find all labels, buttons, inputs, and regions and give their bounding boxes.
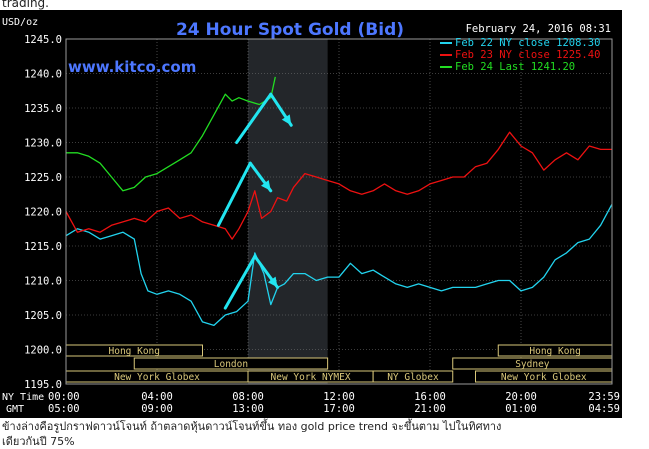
series-line-2 [65,131,612,240]
session-label: Sydney [515,359,550,370]
x-tick-label-ny: 12:00 [323,391,355,403]
annotation-arrow-head [281,114,292,126]
x-tick-label-gmt: 01:00 [505,403,537,415]
annotation-arrow [235,92,273,144]
watermark: www.kitco.com [68,58,196,76]
x-tick-label-ny: 20:00 [505,391,537,403]
x-tick-label-gmt: 21:00 [414,403,446,415]
x-tick-label-ny: 08:00 [232,391,264,403]
annotation-arrow-head [261,179,271,191]
caption-line-2: เดียวกันปี 75% [2,435,75,448]
chart-date: February 24, 2016 08:31 [466,23,611,35]
y-tick-label: 1225.0 [24,172,62,184]
y-tick-label: 1200.0 [24,345,62,357]
session-label: New York NYMEX [271,372,351,383]
session-band [133,357,329,370]
annotation-arrow-head [267,276,278,288]
page-top-text: trading. [2,0,49,10]
x-tick-label-gmt: 04:59 [588,403,620,415]
legend-entry: Feb 22 NY close 1208.30 [455,37,600,49]
x-tick-label-gmt: 17:00 [323,403,355,415]
x-tick-label-gmt: 09:00 [141,403,173,415]
plot-border [65,38,613,385]
session-label: New York Globex [501,372,587,383]
y-tick-label: 1240.0 [24,69,62,81]
x-tick-label-ny: 23:59 [588,391,620,403]
y-tick-label: 1210.0 [24,276,62,288]
session-label: New York Globex [114,372,200,383]
session-label: NY Globex [387,372,439,383]
x-tick-label-gmt: 05:00 [48,403,80,415]
x-row-label-ny: NY Time [2,392,44,403]
chart-title: 24 Hour Spot Gold (Bid) [176,20,404,40]
session-label: London [214,359,248,370]
y-tick-label: 1205.0 [24,310,62,322]
y-tick-label: 1230.0 [24,138,62,150]
y-tick-label: 1195.0 [24,379,62,391]
gold-chart-svg: Hong Kong London New York Globex New York N… [0,10,622,418]
annotation-arrow [223,254,257,310]
series-line-1 [65,204,613,327]
x-tick-label-ny: 16:00 [414,391,446,403]
session-label: Hong Kong [109,346,160,357]
x-row-label-gmt: GMT [6,404,24,415]
x-tick-label-ny: 00:00 [48,391,80,403]
y-axis-label: USD/oz [2,17,38,28]
y-tick-label: 1235.0 [24,103,62,115]
series-line-3 [66,76,276,192]
caption: ข้างล่างคือรูปกราฟดาวน์โจนท์ ถ้าตลาดหุ้น… [2,419,647,449]
gold-chart: Hong Kong London New York Globex New York N… [0,10,622,418]
y-tick-label: 1215.0 [24,241,62,253]
x-tick-label-ny: 04:00 [141,391,173,403]
legend-entry: Feb 24 Last 1241.20 [455,61,575,73]
session-band [372,370,454,383]
legend-entry: Feb 23 NY close 1225.40 [455,49,600,61]
y-tick-label: 1220.0 [24,207,62,219]
y-tick-label: 1245.0 [24,34,62,46]
annotation-arrow [216,161,252,227]
session-label: Hong Kong [529,346,580,357]
x-tick-label-gmt: 13:00 [232,403,264,415]
caption-line-1: ข้างล่างคือรูปกราฟดาวน์โจนท์ ถ้าตลาดหุ้น… [2,420,502,433]
